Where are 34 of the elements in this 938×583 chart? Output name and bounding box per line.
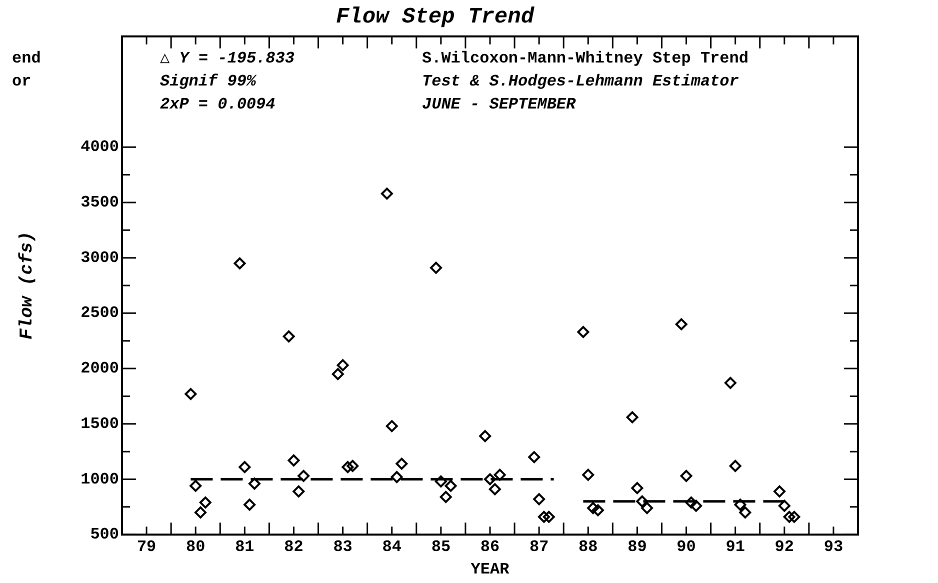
y-tick-label: 500 (90, 526, 119, 544)
y-tick-label: 1500 (80, 414, 119, 433)
annotation: JUNE - SEPTEMBER (422, 95, 576, 114)
text: or (12, 72, 32, 90)
annotation: S.Wilcoxon-Mann-Whitney Step Trend (422, 49, 748, 68)
text: end (12, 49, 41, 68)
x-tick-label: 86 (480, 538, 500, 556)
x-tick-label: 81 (235, 538, 254, 556)
annotation: △ Y = -195.833 (160, 49, 295, 68)
annotation: 2xP = 0.0094 (160, 95, 276, 114)
y-tick-label: 3500 (80, 194, 119, 212)
x-tick-label: 89 (628, 538, 647, 556)
x-tick-label: 84 (382, 538, 402, 556)
x-tick-label: 90 (676, 538, 696, 556)
y-tick-label: 2500 (80, 304, 119, 322)
x-tick-label: 79 (136, 538, 156, 556)
x-tick-label: 87 (529, 538, 549, 556)
x-tick-label: 82 (284, 538, 304, 556)
x-tick-label: 92 (774, 538, 794, 556)
y-tick-label: 1000 (80, 470, 119, 488)
annotation: Signif 99% (160, 72, 258, 90)
x-tick-label: 93 (824, 538, 844, 556)
chart-title: Flow Step Trend (336, 4, 535, 30)
x-tick-label: 91 (726, 538, 745, 556)
y-tick-label: 4000 (80, 138, 119, 156)
x-tick-label: 80 (186, 538, 206, 556)
y-tick-label: 2000 (80, 360, 119, 378)
x-tick-label: 85 (431, 538, 451, 556)
annotation: Test & S.Hodges-Lehmann Estimator (422, 72, 740, 90)
y-axis-title: Flow (cfs) (17, 231, 38, 340)
y-tick-label: 3000 (80, 248, 119, 267)
x-tick-label: 83 (333, 538, 352, 556)
x-axis-title: YEAR (470, 560, 510, 578)
x-tick-label: 88 (578, 538, 598, 556)
